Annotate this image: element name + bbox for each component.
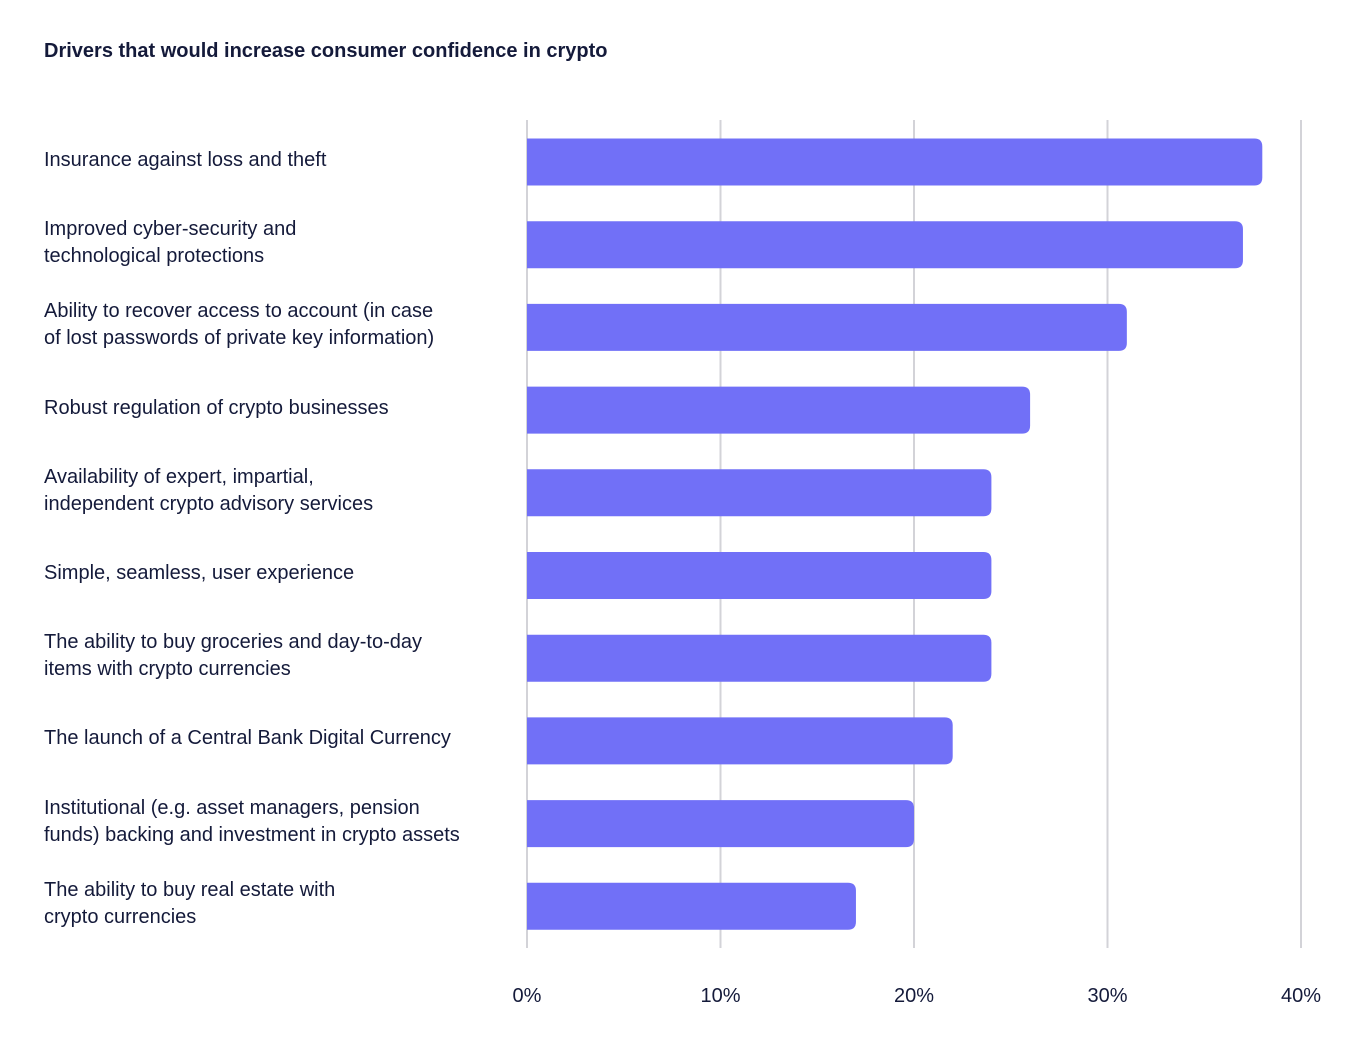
category-label: Insurance against loss and theft (44, 148, 327, 171)
bar (527, 303, 1127, 351)
x-tick-label: 0% (513, 985, 542, 1007)
category-label: The ability to buy real estate with cryp… (44, 879, 336, 929)
bar (527, 552, 992, 599)
category-label: Improved cyber-security and technologica… (44, 217, 297, 267)
bar (527, 469, 992, 517)
bar (527, 138, 1263, 186)
x-tick-label: 10% (700, 985, 740, 1007)
category-labels: Insurance against loss and theft Improved… (44, 0, 514, 1044)
bar (527, 221, 1243, 269)
bar (527, 717, 953, 765)
bar (527, 882, 856, 930)
category-label: Ability to recover access to account (in… (44, 300, 435, 350)
category-label: The ability to buy groceries and day-to-… (44, 631, 422, 681)
x-tick-label: 40% (1281, 985, 1321, 1007)
chart-title: Drivers that would increase consumer con… (44, 40, 608, 62)
category-label: The launch of a Central Bank Digital Cur… (44, 727, 451, 750)
x-tick-label: 30% (1087, 985, 1127, 1007)
x-tick-label: 20% (894, 985, 934, 1007)
category-label: Institutional (e.g. asset managers, pens… (44, 796, 460, 846)
category-label: Availability of expert, impartial, indep… (44, 465, 374, 515)
bar (527, 800, 914, 848)
bar (527, 634, 992, 682)
category-label: Simple, seamless, user experience (44, 562, 355, 584)
category-label: Robust regulation of crypto businesses (44, 396, 389, 419)
bar (527, 386, 1031, 434)
